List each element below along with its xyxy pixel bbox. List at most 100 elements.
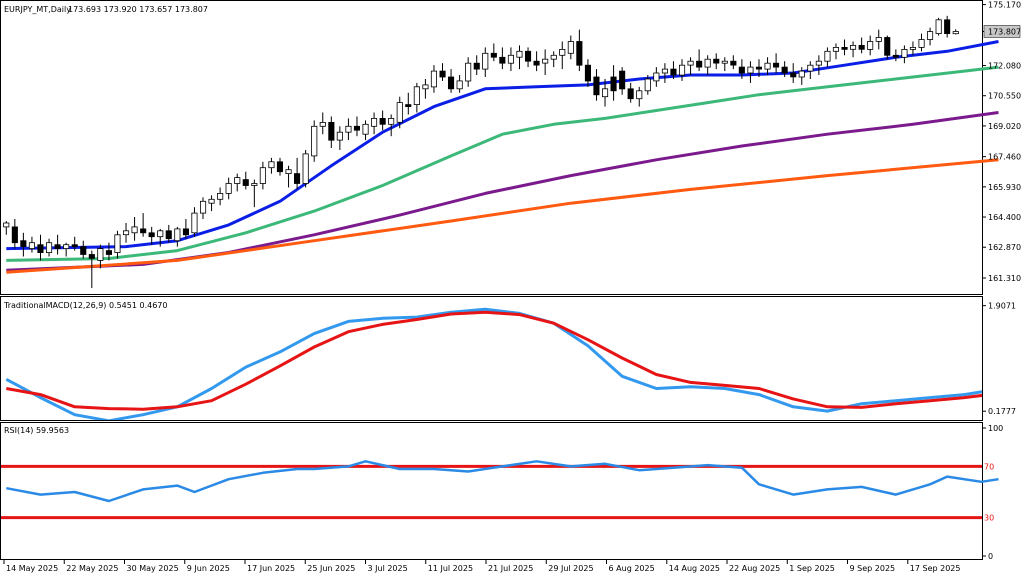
- date-tick-label: 25 Jun 2025: [307, 564, 355, 573]
- candle-body: [353, 125, 360, 131]
- candle: [773, 53, 780, 74]
- candle-body: [824, 50, 831, 62]
- candle: [182, 219, 190, 239]
- candle: [875, 29, 882, 50]
- candle-body: [738, 66, 745, 74]
- candle-body: [174, 228, 181, 242]
- candle-body: [661, 68, 668, 74]
- price-tick-label: 161.310: [988, 274, 1021, 283]
- moving-average-line-2: [6, 65, 999, 262]
- moving-average-line-4: [6, 158, 999, 274]
- candle: [328, 116, 335, 148]
- current-price-label: 173.807: [988, 27, 1021, 36]
- candle: [952, 29, 959, 35]
- candle: [807, 61, 814, 79]
- candle: [430, 65, 437, 93]
- rsi-level-label: 30: [984, 514, 994, 523]
- candle-body: [131, 226, 138, 234]
- candle: [114, 230, 121, 259]
- candle-body: [602, 88, 609, 98]
- candle: [927, 27, 934, 46]
- candle: [755, 59, 762, 77]
- candle-body: [627, 88, 634, 100]
- candle: [80, 240, 87, 259]
- rsi-header: RSI(14) 59.9563: [4, 426, 69, 435]
- candle-body: [259, 167, 266, 184]
- candle: [123, 222, 130, 243]
- candle: [345, 118, 352, 141]
- candle-body: [832, 47, 839, 52]
- candle-body: [182, 228, 190, 236]
- candle-body: [952, 31, 959, 35]
- price-header-symbol: EURJPY_MT,Daily: [4, 5, 71, 14]
- candle: [388, 114, 395, 137]
- candle-body: [242, 179, 249, 186]
- macd-signal-line: [6, 310, 982, 411]
- date-tick-label: 14 Aug 2025: [669, 564, 720, 573]
- date-tick-label: 11 Jul 2025: [428, 564, 473, 573]
- candle: [276, 157, 283, 176]
- macd-pane-border: [0, 296, 983, 421]
- candle: [319, 112, 326, 135]
- candle-body: [593, 76, 600, 96]
- candle-body: [773, 62, 780, 68]
- candle: [473, 55, 480, 76]
- candle-body: [148, 232, 155, 238]
- candle: [730, 55, 737, 70]
- candle: [234, 173, 241, 192]
- candle: [721, 57, 728, 72]
- candle-body: [379, 118, 386, 125]
- candle: [140, 213, 147, 237]
- candle: [293, 157, 301, 190]
- candle-body: [850, 45, 857, 50]
- candle: [704, 55, 711, 76]
- price-pane-border: [0, 0, 983, 295]
- date-tick-label: 3 Jul 2025: [368, 564, 408, 573]
- candle: [259, 161, 266, 190]
- candle-body: [507, 54, 514, 64]
- price-tick-label: 164.400: [988, 213, 1021, 222]
- candle-body: [704, 58, 711, 68]
- candle: [456, 75, 463, 93]
- candle-body: [944, 19, 951, 34]
- candle-body: [636, 90, 643, 100]
- candle: [747, 61, 754, 83]
- candle-body: [345, 125, 352, 133]
- candle: [935, 17, 942, 36]
- candle-body: [413, 86, 420, 106]
- candle-body: [3, 222, 10, 228]
- candle-body: [918, 39, 925, 48]
- candle-body: [140, 228, 147, 234]
- candle-body: [465, 62, 472, 82]
- candle-body: [559, 49, 566, 56]
- price-tick-label: 165.930: [988, 183, 1021, 192]
- candle: [499, 47, 506, 70]
- candle-body: [208, 198, 215, 204]
- candle: [525, 47, 532, 68]
- candle: [88, 250, 95, 289]
- candle: [242, 171, 249, 190]
- candle-body: [730, 60, 737, 66]
- candle: [217, 187, 224, 206]
- candle-body: [807, 64, 814, 72]
- date-tick-label: 6 Aug 2025: [609, 564, 655, 573]
- candle: [302, 149, 309, 188]
- candle-body: [927, 31, 934, 40]
- candle-body: [362, 123, 369, 135]
- candle: [251, 179, 258, 208]
- candle: [11, 219, 18, 249]
- candle-body: [499, 56, 506, 64]
- price-tick-label: 175.170: [988, 1, 1021, 10]
- candle-body: [20, 240, 27, 247]
- candle-body: [97, 248, 104, 261]
- candle: [3, 220, 10, 235]
- candle: [370, 112, 378, 135]
- candle-body: [105, 250, 113, 255]
- price-header-ohlc: 173.693 173.920 173.657 173.807: [68, 5, 208, 14]
- axes: 175.170 173.807 172.080 170.550 169.020 167.4…: [3, 1, 1021, 573]
- date-tick-label: 9 Jun 2025: [187, 564, 230, 573]
- candle: [225, 177, 232, 200]
- candle-body: [191, 212, 198, 234]
